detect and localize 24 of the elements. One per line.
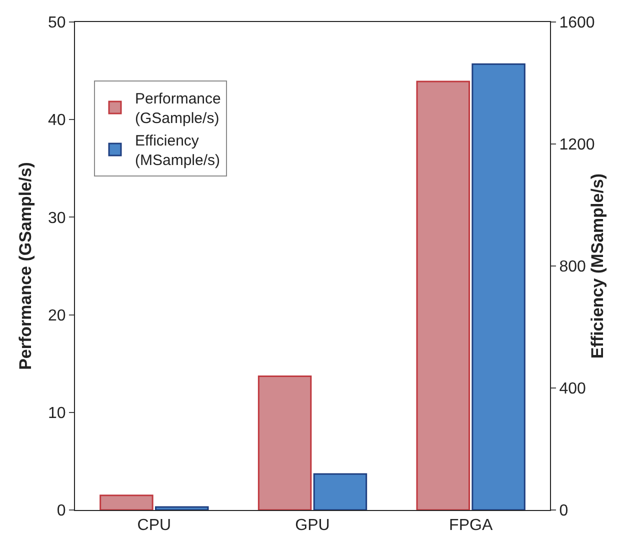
bar bbox=[258, 376, 312, 510]
y2-axis-title: Efficiency (MSample/s) bbox=[588, 173, 607, 359]
bar bbox=[155, 506, 209, 510]
y-tick-label: 30 bbox=[48, 210, 66, 227]
y-tick-label: 0 bbox=[56, 502, 66, 520]
y2-tick-label: 400 bbox=[559, 380, 586, 398]
y2-tick-label: 1200 bbox=[559, 136, 595, 154]
y-tick-label: 20 bbox=[48, 307, 66, 324]
x-tick-label: GPU bbox=[295, 517, 330, 534]
legend-label: Efficiency (MSample/s) bbox=[135, 132, 220, 170]
bar bbox=[472, 63, 526, 510]
legend-label: Performance (GSample/s) bbox=[135, 90, 221, 128]
y-axis-title: Performance (GSample/s) bbox=[16, 162, 35, 370]
x-tick-label: FPGA bbox=[449, 517, 493, 534]
bar bbox=[416, 80, 470, 510]
y2-tick-label: 800 bbox=[559, 258, 586, 276]
y2-tick-label: 1600 bbox=[559, 14, 595, 32]
y-tick-label: 40 bbox=[48, 112, 66, 130]
bar bbox=[100, 494, 154, 510]
y2-tick-label: 0 bbox=[559, 502, 568, 520]
y-tick-label: 50 bbox=[48, 14, 66, 32]
y-tick-label: 10 bbox=[48, 405, 66, 422]
bar bbox=[313, 473, 368, 510]
x-tick-label: CPU bbox=[137, 517, 172, 534]
